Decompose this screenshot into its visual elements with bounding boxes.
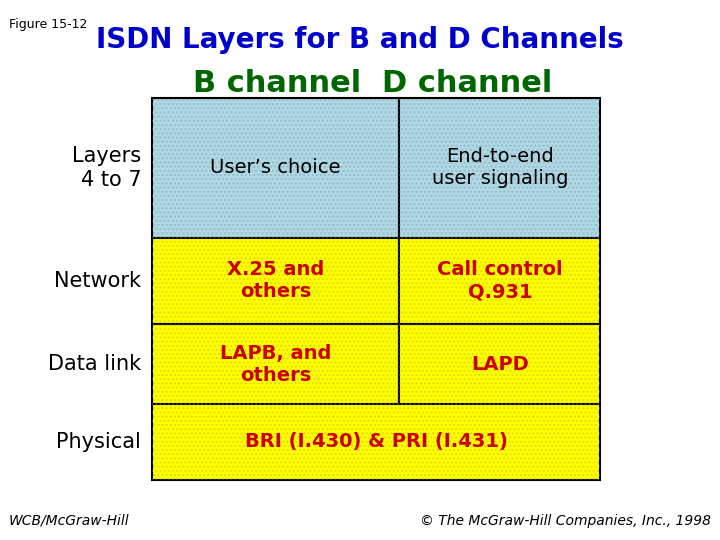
- Bar: [400, 323, 600, 404]
- Text: LAPD: LAPD: [471, 355, 528, 374]
- Bar: [152, 404, 600, 480]
- Text: Layers
4 to 7: Layers 4 to 7: [72, 146, 141, 190]
- Bar: [400, 98, 600, 238]
- Text: X.25 and
others: X.25 and others: [227, 260, 324, 301]
- Bar: [400, 238, 600, 323]
- Text: Data link: Data link: [48, 354, 141, 374]
- Bar: [152, 238, 400, 323]
- Text: ISDN Layers for B and D Channels: ISDN Layers for B and D Channels: [96, 25, 624, 53]
- Bar: [152, 404, 600, 480]
- Text: © The McGraw-Hill Companies, Inc., 1998: © The McGraw-Hill Companies, Inc., 1998: [420, 514, 711, 528]
- Text: Figure 15-12: Figure 15-12: [9, 17, 87, 30]
- Bar: [152, 323, 400, 404]
- Text: WCB/McGraw-Hill: WCB/McGraw-Hill: [9, 514, 129, 528]
- Text: LAPB, and
others: LAPB, and others: [220, 343, 331, 384]
- Bar: [152, 98, 400, 238]
- Bar: [400, 238, 600, 323]
- Text: BRI (I.430) & PRI (I.431): BRI (I.430) & PRI (I.431): [245, 433, 508, 451]
- Text: Physical: Physical: [56, 432, 141, 452]
- Text: B channel: B channel: [194, 69, 361, 98]
- Text: End-to-end
user signaling: End-to-end user signaling: [431, 147, 568, 188]
- Text: Network: Network: [54, 271, 141, 291]
- Text: D channel: D channel: [382, 69, 553, 98]
- Text: Call control
Q.931: Call control Q.931: [437, 260, 562, 301]
- Bar: [152, 323, 400, 404]
- Bar: [152, 98, 400, 238]
- Bar: [400, 98, 600, 238]
- Bar: [152, 238, 400, 323]
- Bar: [400, 323, 600, 404]
- Text: User’s choice: User’s choice: [210, 158, 341, 178]
